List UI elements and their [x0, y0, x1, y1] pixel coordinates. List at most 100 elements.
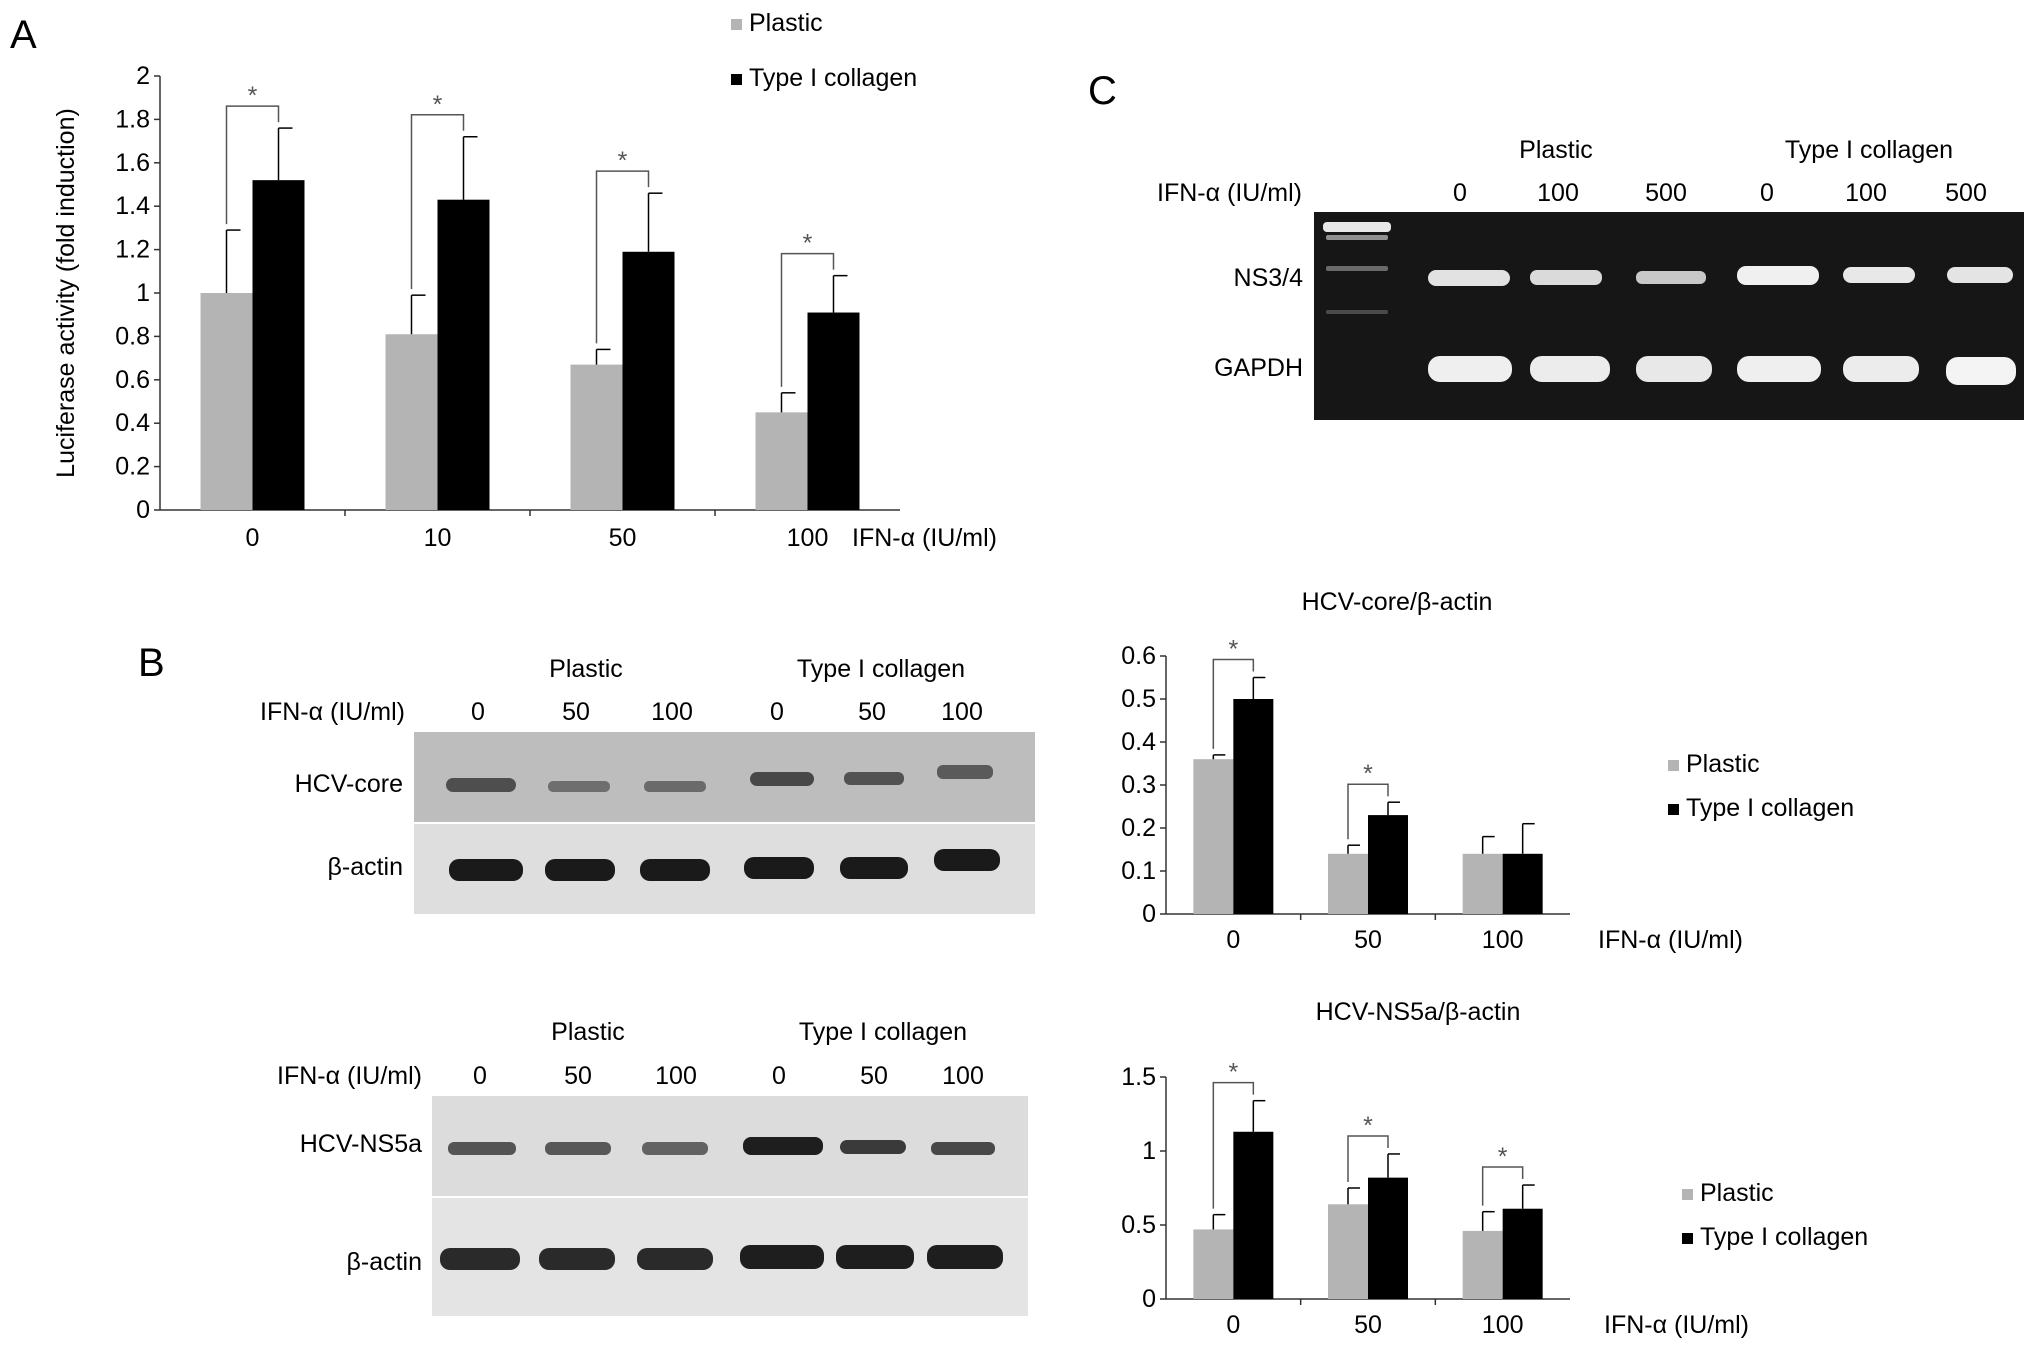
- legend-label: Type I collagen: [1700, 1223, 1868, 1251]
- gel-c-ns34-band: [1428, 270, 1510, 286]
- blot-core-lane-label: 100: [651, 698, 693, 726]
- y-tick-label: 0.6: [1121, 642, 1156, 670]
- y-tick-label: 1.2: [115, 236, 150, 264]
- blot-core-group-collagen: Type I collagen: [797, 655, 965, 683]
- bar: [622, 251, 675, 510]
- blot-core-lane-label: 50: [858, 698, 886, 726]
- blot-ns5a-lane-label: 50: [564, 1062, 592, 1090]
- gel-c-ladder-band: [1323, 222, 1391, 232]
- blot-core-core-band: [644, 781, 706, 792]
- x-axis-label: IFN-α (IU/ml): [1604, 1311, 1749, 1339]
- panel-letter-a: A: [10, 13, 37, 57]
- significance-star: *: [618, 147, 628, 175]
- bar: [755, 412, 808, 510]
- blot-core-actin-band: [640, 859, 710, 881]
- blot-ns5a-band-label-ns5a: HCV-NS5a: [300, 1130, 422, 1158]
- bar: [1233, 699, 1274, 914]
- gel-c-gapdh-band: [1843, 356, 1919, 382]
- gel-c-ladder-band: [1326, 235, 1388, 240]
- gel-c-lane-label: 500: [1945, 179, 1987, 207]
- luciferase-chart: 0 0.2 0.4 0.6 0.8 1 1.2 1.4 1.6 1.8 2 0 * 10 * 50 * 100 * I…: [52, 9, 997, 552]
- y-tick-label: 1.4: [115, 192, 150, 220]
- significance-star: *: [433, 91, 443, 119]
- legend-label: Plastic: [1686, 750, 1760, 778]
- blot-ns5a-ns5a-band: [931, 1142, 995, 1155]
- significance-star: *: [248, 82, 258, 110]
- x-tick-label: 100: [787, 524, 829, 552]
- blot-core-core-band: [844, 772, 904, 785]
- y-tick-label: 0.5: [1121, 1211, 1156, 1239]
- y-tick-label: 0: [136, 496, 150, 524]
- blot-ns5a-ns5a-band: [642, 1142, 708, 1155]
- y-tick-label: 1: [1142, 1137, 1156, 1165]
- legend-swatch: [731, 74, 742, 85]
- gel-c-ns34-band: [1636, 271, 1706, 284]
- bar: [570, 364, 623, 510]
- bar: [1368, 1177, 1408, 1299]
- blot-ns5a-ns5a-band: [840, 1140, 906, 1154]
- blot-ns5a-lane-label: 0: [772, 1062, 786, 1090]
- gel-c-lane-label: 0: [1453, 179, 1467, 207]
- x-tick-label: 10: [424, 524, 452, 552]
- gel-c-band-label-ns34: NS3/4: [1234, 264, 1304, 292]
- significance-bracket: [595, 170, 650, 344]
- significance-bracket: [780, 252, 835, 387]
- legend-swatch: [1682, 1233, 1693, 1244]
- gel-c-lane-label: 0: [1760, 179, 1774, 207]
- gel-c-group-collagen: Type I collagen: [1785, 136, 1953, 164]
- bar: [1233, 1131, 1274, 1299]
- gel-c-gapdh-band: [1530, 356, 1610, 382]
- gel-c-ladder-band: [1326, 266, 1388, 271]
- panel-letter-b: B: [138, 641, 165, 685]
- bar: [1368, 815, 1408, 914]
- legend-swatch: [1682, 1189, 1693, 1200]
- gel-c-image: [1314, 212, 2024, 420]
- bar: [437, 199, 490, 510]
- y-tick-label: 0.6: [115, 366, 150, 394]
- blot-ns5a-lane-label: 50: [860, 1062, 888, 1090]
- gel-c-gapdh-band: [1428, 356, 1512, 382]
- y-tick-label: 1: [136, 279, 150, 307]
- gel-c-row-header: IFN-α (IU/ml): [1157, 179, 1302, 207]
- bar: [1502, 1208, 1543, 1299]
- blot-ns5a-ns5a-band: [448, 1142, 516, 1155]
- blot-core-image-top: [414, 732, 1035, 822]
- bar: [1462, 1230, 1503, 1299]
- blot-core-group-plastic: Plastic: [549, 655, 623, 683]
- y-tick-label: 1.5: [1121, 1063, 1156, 1091]
- blot-ns5a-actin-band: [440, 1248, 520, 1270]
- bar: [385, 334, 438, 510]
- legend-swatch: [731, 19, 742, 30]
- blot-ns5a-ns5a-band: [743, 1137, 823, 1155]
- significance-star: *: [1228, 1059, 1238, 1087]
- significance-star: *: [803, 230, 813, 258]
- x-tick-label: 0: [246, 524, 260, 552]
- blot-ns5a-image-top: [432, 1096, 1028, 1196]
- blot-core-actin-band: [545, 859, 615, 881]
- blot-ns5a-ns5a-band: [545, 1142, 611, 1155]
- hcv-core-chart: 0 0.1 0.2 0.3 0.4 0.5 0.6 0 * 50 * 100 IFN-α (IU/ml)…: [1121, 588, 1854, 954]
- y-tick-label: 0.4: [1121, 728, 1156, 756]
- blot-ns5a-lane-label: 100: [655, 1062, 697, 1090]
- y-tick-label: 0.2: [115, 453, 150, 481]
- significance-bracket: [1212, 658, 1255, 749]
- x-axis-label: IFN-α (IU/ml): [852, 524, 997, 552]
- bar: [1193, 1229, 1234, 1299]
- blot-core-actin-band: [840, 857, 908, 879]
- y-tick-label: 0: [1142, 900, 1156, 928]
- legend-label: Type I collagen: [749, 64, 917, 92]
- blot-ns5a-lane-label: 100: [942, 1062, 984, 1090]
- blot-core-core-band: [750, 772, 814, 786]
- blot-core-band-label-actin: β-actin: [327, 853, 403, 881]
- y-axis-label: Luciferase activity (fold induction): [52, 108, 80, 478]
- chart-title: HCV-NS5a/β-actin: [1316, 998, 1521, 1026]
- bar: [1462, 853, 1503, 914]
- blot-ns5a-group-plastic: Plastic: [551, 1018, 625, 1046]
- bar: [252, 180, 305, 510]
- y-tick-label: 1.6: [115, 149, 150, 177]
- blot-ns5a-lane-label: 0: [473, 1062, 487, 1090]
- bar: [200, 293, 253, 510]
- blot-ns5a-row-header: IFN-α (IU/ml): [277, 1062, 422, 1090]
- blot-core-lane-label: 100: [941, 698, 983, 726]
- x-tick-label: 0: [1226, 1311, 1240, 1339]
